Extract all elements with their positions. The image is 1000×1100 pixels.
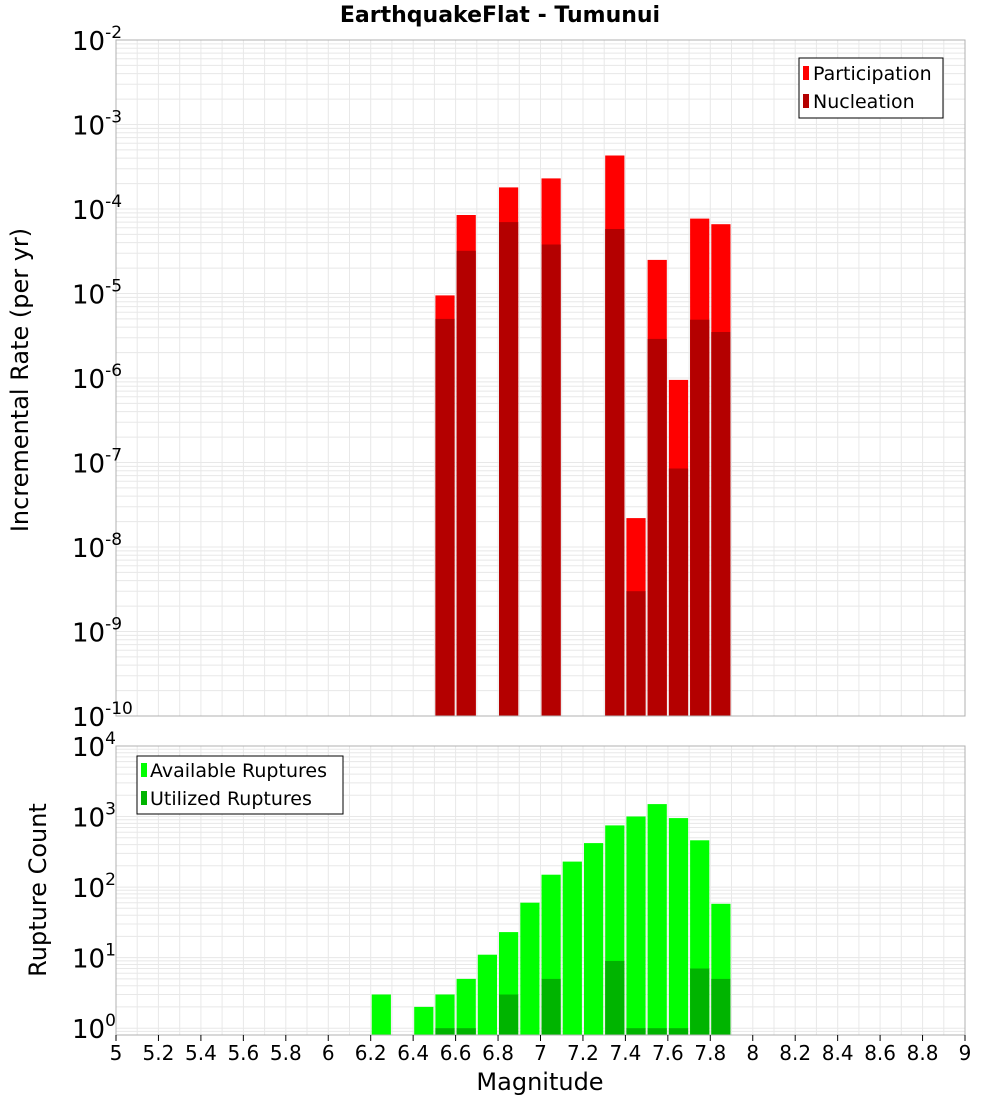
- bottom-bar-a: [520, 902, 540, 1035]
- top-bar-b: [541, 244, 561, 716]
- x-tick-label: 8.2: [779, 1041, 811, 1065]
- top-y-tick-label: 10-10: [72, 699, 133, 733]
- top-y-tick-label: 10-6: [72, 361, 122, 395]
- bottom-bar-b: [499, 994, 519, 1035]
- bottom-bar-b: [690, 968, 710, 1035]
- x-tick-label: 6.6: [440, 1041, 472, 1065]
- top-bar-b: [668, 468, 689, 716]
- bottom-bar-b: [626, 1028, 646, 1035]
- bottom-y-ticks: 104 103 102 101 100: [72, 729, 116, 1045]
- x-tick-label: 5.8: [270, 1041, 302, 1065]
- bottom-bar-a: [584, 843, 604, 1035]
- gridline: [115, 40, 966, 717]
- top-bar-b: [690, 319, 710, 716]
- top-bars: [435, 155, 731, 717]
- legend-label-nucleation: Nucleation: [813, 91, 915, 113]
- x-tick-label: 8.6: [864, 1041, 896, 1065]
- x-tick-label: 5.6: [227, 1041, 259, 1065]
- bottom-bar-a: [668, 818, 689, 1035]
- legend-label-participation: Participation: [813, 63, 932, 85]
- x-tick-label: 8.8: [907, 1041, 939, 1065]
- top-y-axis-label: Incremental Rate (per yr): [6, 228, 34, 532]
- top-y-tick-label: 10-3: [72, 108, 122, 142]
- chart-title: EarthquakeFlat - Tumunui: [340, 3, 660, 28]
- top-bar-b: [626, 591, 646, 716]
- x-axis-label: Magnitude: [476, 1068, 603, 1096]
- x-tick-label: 8: [746, 1041, 759, 1065]
- x-tick-label: 5.2: [143, 1041, 175, 1065]
- x-tick-label: 8.4: [822, 1041, 854, 1065]
- top-legend-box: [798, 57, 944, 119]
- bottom-y-tick-label: 102: [72, 870, 116, 904]
- x-tick-label: 6: [322, 1041, 335, 1065]
- x-tick-label: 7: [534, 1041, 547, 1065]
- bottom-bar-b: [541, 978, 561, 1035]
- bottom-legend-box: [136, 755, 344, 815]
- top-y-tick-label: 10-7: [72, 446, 122, 480]
- bottom-bar-b: [647, 1028, 667, 1035]
- x-ticks: 5 5.2 5.4 5.6 5.8 6 6.2 6.4 6.6 6.8 7 7.2 7.4 7.6 7.8 8…: [110, 1035, 972, 1065]
- bottom-bar-b: [605, 960, 625, 1035]
- x-tick-label: 6.4: [397, 1041, 429, 1065]
- top-bar-b: [435, 318, 455, 716]
- top-y-tick-label: 10-2: [72, 23, 122, 57]
- top-y-tick-label: 10-5: [72, 277, 122, 311]
- top-y-tick-label: 10-9: [72, 615, 122, 649]
- top-y-tick-label: 10-8: [72, 530, 122, 564]
- bottom-y-tick-label: 101: [72, 941, 116, 975]
- x-tick-label: 7.6: [652, 1041, 684, 1065]
- top-gridlines: [115, 40, 966, 717]
- bottom-bar-b: [668, 1028, 689, 1035]
- bottom-bar-a: [562, 861, 582, 1035]
- top-legend: Participation Nucleation: [798, 57, 944, 119]
- top-y-tick-label: 10-4: [72, 192, 122, 226]
- bottom-legend: Available Ruptures Utilized Ruptures: [136, 755, 344, 815]
- legend-label-available: Available Ruptures: [150, 760, 327, 782]
- x-tick-label: 5.4: [185, 1041, 217, 1065]
- bottom-bar-a: [414, 1006, 434, 1035]
- bottom-bar-b: [711, 978, 731, 1035]
- legend-swatch-utilized: [141, 791, 147, 805]
- x-tick-label: 6.8: [482, 1041, 514, 1065]
- x-tick-label: 7.4: [609, 1041, 641, 1065]
- bottom-y-tick-label: 100: [72, 1011, 116, 1045]
- bottom-bar-a: [435, 994, 455, 1035]
- top-bar-b: [647, 338, 667, 716]
- top-plot-frame: [115, 39, 966, 717]
- bottom-y-tick-label: 103: [72, 800, 116, 834]
- x-tick-label: 9: [959, 1041, 972, 1065]
- legend-label-utilized: Utilized Ruptures: [150, 788, 312, 810]
- x-tick-label: 7.2: [567, 1041, 599, 1065]
- legend-swatch-available: [141, 763, 147, 777]
- top-bar-b: [711, 332, 731, 716]
- bottom-bar-b: [456, 1028, 476, 1035]
- legend-swatch-nucleation: [803, 94, 809, 108]
- x-tick-label: 6.2: [355, 1041, 387, 1065]
- top-bar-b: [605, 229, 625, 716]
- bottom-bar-b: [435, 1028, 455, 1035]
- bottom-y-tick-label: 104: [72, 729, 116, 763]
- x-tick-label: 5: [110, 1041, 123, 1065]
- bottom-bar-a: [647, 804, 667, 1035]
- bottom-bar-a: [477, 954, 497, 1035]
- legend-swatch-participation: [803, 66, 809, 80]
- x-tick-label: 7.8: [694, 1041, 726, 1065]
- bottom-bar-a: [456, 978, 476, 1035]
- top-bar-b: [456, 250, 476, 717]
- bottom-bar-a: [626, 816, 646, 1035]
- top-y-ticks: 10-2 10-3 10-4 10-5 10-6 10-7 10-8 10-9 10-10: [72, 23, 133, 733]
- bottom-bars: [371, 804, 731, 1035]
- bottom-bar-a: [371, 994, 391, 1035]
- bottom-y-axis-label: Rupture Count: [24, 803, 52, 977]
- top-bar-b: [499, 222, 519, 716]
